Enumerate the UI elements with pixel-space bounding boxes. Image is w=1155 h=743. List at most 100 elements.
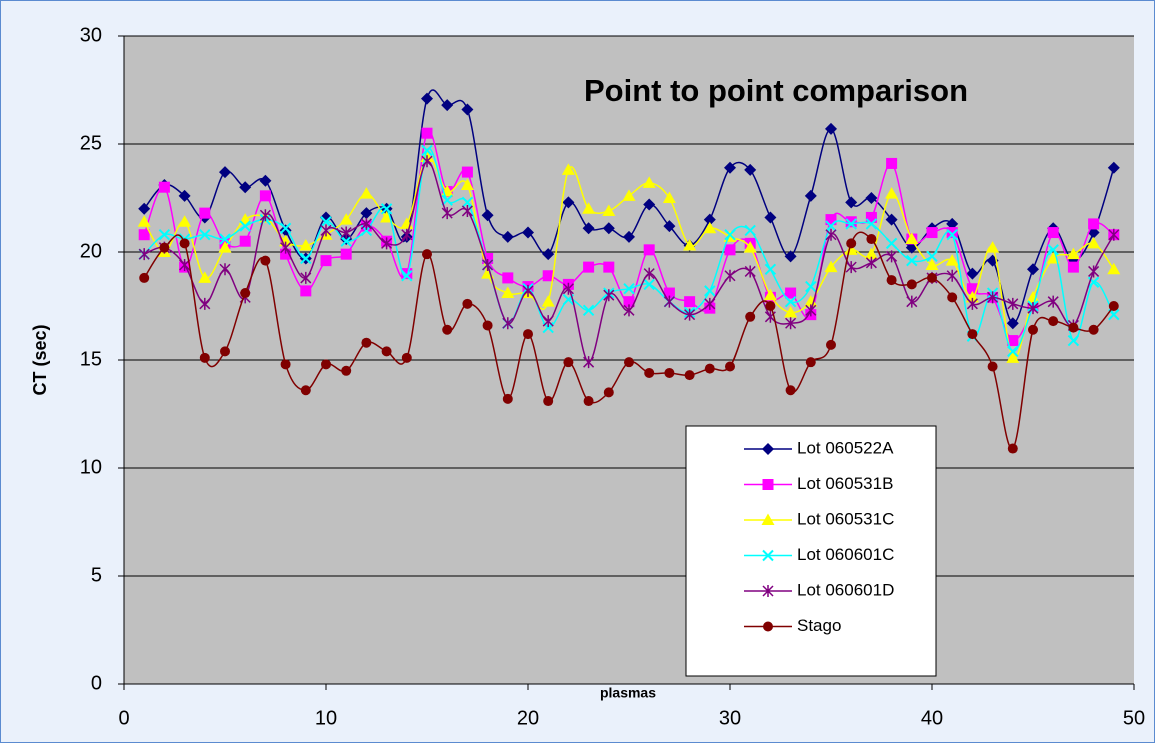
marker: [1028, 324, 1038, 335]
marker: [441, 99, 454, 112]
marker: [602, 204, 616, 216]
marker: [865, 192, 878, 204]
legend-label: Lot 060522A: [797, 438, 894, 457]
marker: [1066, 247, 1080, 260]
marker: [886, 157, 898, 169]
x-tick-label: 10: [315, 707, 337, 729]
marker: [845, 261, 857, 274]
marker: [762, 585, 774, 597]
marker: [744, 224, 756, 237]
marker: [280, 248, 292, 260]
marker: [461, 196, 474, 209]
marker: [1047, 244, 1059, 256]
marker: [320, 216, 332, 228]
marker: [724, 244, 736, 256]
marker: [1047, 295, 1059, 308]
marker: [339, 213, 353, 225]
marker: [219, 233, 231, 245]
marker: [762, 443, 774, 455]
y-tick-label: 20: [80, 240, 102, 262]
marker: [421, 144, 433, 157]
marker: [321, 359, 331, 370]
y-tick-label: 30: [80, 24, 102, 46]
marker: [158, 229, 171, 241]
marker: [603, 261, 615, 273]
marker: [724, 269, 736, 282]
marker: [300, 271, 312, 284]
marker: [885, 187, 899, 199]
marker: [360, 207, 373, 220]
marker: [905, 232, 919, 245]
marker: [259, 174, 272, 187]
marker: [906, 279, 917, 290]
marker: [805, 280, 817, 293]
marker: [745, 311, 756, 322]
marker: [583, 396, 594, 407]
marker: [562, 282, 574, 295]
marker: [563, 357, 574, 368]
marker: [946, 229, 958, 241]
marker: [461, 166, 473, 178]
marker: [704, 363, 715, 374]
marker: [421, 155, 433, 168]
marker: [805, 357, 816, 368]
marker: [501, 286, 515, 299]
marker: [481, 209, 494, 222]
marker: [239, 181, 252, 194]
marker: [947, 292, 958, 303]
x-tick-label: 0: [118, 707, 129, 729]
marker: [359, 187, 373, 199]
marker: [1108, 301, 1119, 311]
y-tick-label: 10: [80, 456, 102, 478]
marker: [320, 224, 332, 237]
marker: [401, 228, 413, 241]
marker: [582, 202, 596, 214]
marker: [583, 261, 595, 273]
marker: [422, 249, 432, 260]
marker: [623, 230, 635, 243]
marker: [441, 194, 453, 206]
marker: [1107, 262, 1121, 275]
marker: [198, 271, 212, 283]
marker: [320, 211, 332, 224]
marker: [582, 222, 595, 235]
marker: [703, 221, 717, 234]
marker: [280, 359, 291, 370]
marker: [845, 216, 857, 228]
marker: [763, 288, 777, 301]
marker: [764, 211, 777, 224]
marker: [361, 337, 372, 348]
marker: [927, 272, 937, 283]
marker: [320, 255, 332, 267]
marker: [622, 189, 636, 201]
y-tick-label: 15: [80, 348, 102, 370]
marker: [1007, 335, 1019, 347]
y-axis-label: CT (sec): [30, 324, 50, 395]
marker: [885, 213, 898, 226]
marker: [725, 361, 735, 372]
legend-label: Stago: [797, 616, 841, 635]
marker: [603, 387, 614, 398]
marker: [804, 189, 817, 202]
marker: [137, 215, 151, 227]
marker: [239, 235, 251, 247]
marker: [158, 181, 170, 193]
marker: [523, 329, 533, 340]
legend-items: Lot 060522A Lot 060531B Lot 060531C Lot 060…: [744, 438, 894, 635]
marker: [644, 367, 655, 378]
marker: [826, 339, 836, 350]
marker: [199, 297, 211, 310]
marker: [986, 241, 1000, 253]
marker: [865, 256, 877, 269]
marker: [704, 285, 716, 297]
x-tick-label: 50: [1123, 707, 1145, 729]
marker: [300, 285, 312, 297]
marker: [825, 122, 837, 135]
marker: [785, 385, 796, 396]
marker: [946, 227, 958, 239]
marker: [987, 361, 998, 372]
marker: [684, 296, 696, 308]
marker: [502, 393, 513, 404]
marker: [1067, 261, 1079, 273]
marker: [643, 267, 655, 280]
